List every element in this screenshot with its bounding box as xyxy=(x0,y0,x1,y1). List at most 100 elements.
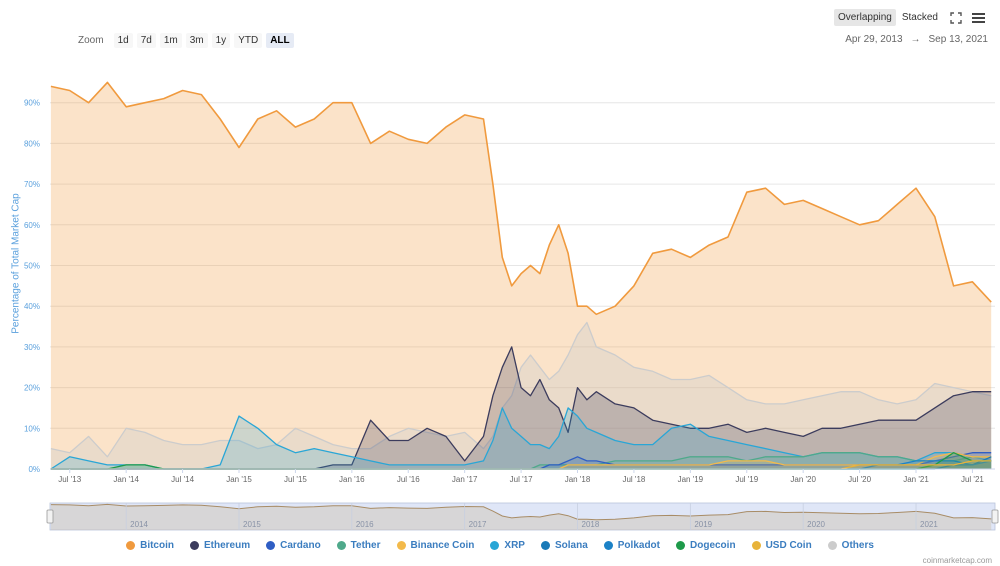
fullscreen-icon[interactable] xyxy=(948,10,964,26)
series-area-others xyxy=(50,322,992,469)
legend-marker xyxy=(396,541,406,550)
range-to[interactable]: Sep 13, 2021 xyxy=(928,34,989,45)
navigator-tick-label: 2017 xyxy=(469,520,487,529)
zoom-3m-button[interactable]: 3m xyxy=(185,33,208,48)
range-from[interactable]: Apr 29, 2013 xyxy=(845,34,903,45)
x-tick-label: Jan '14 xyxy=(113,475,139,484)
x-tick-label: Jul '16 xyxy=(397,475,420,484)
stacked-button[interactable]: Stacked xyxy=(901,12,938,23)
x-tick-label: Jul '19 xyxy=(735,475,758,484)
x-tick-label: Jul '13 xyxy=(58,475,81,484)
y-tick-label: 50% xyxy=(24,262,40,271)
navigator-left-handle[interactable] xyxy=(46,509,54,524)
legend-label: USD Coin xyxy=(765,540,812,551)
y-tick-label: 70% xyxy=(24,180,40,189)
y-tick-label: 0% xyxy=(28,465,40,474)
y-tick-label: 80% xyxy=(24,139,40,148)
legend-label: Solana xyxy=(554,540,588,551)
legend-label: Dogecoin xyxy=(690,540,736,551)
y-tick-label: 10% xyxy=(24,424,40,433)
legend-marker xyxy=(603,541,613,550)
legend-item-dogecoin[interactable]: Dogecoin xyxy=(676,540,736,551)
y-tick-label: 30% xyxy=(24,343,40,352)
legend-item-cardano[interactable]: Cardano xyxy=(266,540,321,551)
series-area-ethereum xyxy=(50,346,992,469)
legend-marker xyxy=(126,541,136,550)
zoom-bar: Zoom 1d 7d 1m 3m 1y YTD ALL xyxy=(78,33,294,48)
legend-item-solana[interactable]: Solana xyxy=(540,540,588,551)
y-tick-label: 60% xyxy=(24,221,40,230)
legend-marker xyxy=(676,541,685,550)
navigator-tick-label: 2014 xyxy=(130,520,148,529)
x-tick-label: Jan '18 xyxy=(565,475,591,484)
series-area-xrp xyxy=(50,407,992,469)
legend-label: Binance Coin xyxy=(410,540,475,551)
x-tick-label: Jul '21 xyxy=(961,475,984,484)
legend-item-bitcoin[interactable]: Bitcoin xyxy=(126,540,174,551)
range-arrow: → xyxy=(910,34,921,45)
navigator-tick-label: 2021 xyxy=(920,520,938,529)
legend-label: XRP xyxy=(504,540,525,551)
x-tick-label: Jul '15 xyxy=(284,475,307,484)
series-line-others xyxy=(50,321,992,458)
legend-label: Ethereum xyxy=(203,540,251,551)
x-tick-label: Jul '17 xyxy=(510,475,533,484)
navigator-tick-label: 2016 xyxy=(356,520,374,529)
legend-label: Cardano xyxy=(280,540,321,551)
credits[interactable]: coinmarketcap.com xyxy=(922,556,992,565)
series-area-usdc xyxy=(50,460,992,469)
navigator-tick-label: 2020 xyxy=(807,520,825,529)
zoom-ytd-button[interactable]: YTD xyxy=(234,33,263,48)
legend-item-binance[interactable]: Binance Coin xyxy=(396,540,475,551)
x-tick-label: Jan '16 xyxy=(339,475,365,484)
legend-label: Others xyxy=(841,540,874,551)
legend-item-others[interactable]: Others xyxy=(827,540,874,551)
zoom-1m-button[interactable]: 1m xyxy=(159,33,182,48)
x-tick-label: Jan '21 xyxy=(903,475,929,484)
mode-bar: Overlapping Stacked xyxy=(833,9,986,26)
dominance-chart: 0% 10% 20% 30% 40% 50% 60% 70% 80% 90% Jul '13 Jan … xyxy=(24,81,999,531)
navigator-tick-label: 2015 xyxy=(243,520,261,529)
legend-label: Bitcoin xyxy=(140,540,174,551)
overlapping-button[interactable]: Overlapping xyxy=(833,9,896,26)
x-tick-label: Jan '15 xyxy=(226,475,252,484)
series-area-polkadot xyxy=(50,460,992,469)
menu-icon[interactable] xyxy=(970,10,986,26)
legend-label: Polkadot xyxy=(617,540,660,551)
y-tick-label: 40% xyxy=(24,302,40,311)
y-tick-label: 20% xyxy=(24,384,40,393)
series-area-binance xyxy=(50,452,992,469)
zoom-7d-button[interactable]: 7d xyxy=(136,33,156,48)
series-line-bitcoin xyxy=(50,81,992,316)
legend-marker xyxy=(266,541,276,550)
series-area-dogecoin xyxy=(50,452,992,469)
zoom-all-button[interactable]: ALL xyxy=(266,33,294,48)
legend-marker xyxy=(827,541,837,550)
navigator-right-handle[interactable] xyxy=(991,509,999,524)
legend: Bitcoin Ethereum Cardano Tether Binance Coin… xyxy=(0,540,1000,551)
x-tick-label: Jan '19 xyxy=(678,475,704,484)
legend-marker xyxy=(189,541,199,550)
x-tick-label: Jan '20 xyxy=(790,475,816,484)
y-tick-label: 90% xyxy=(24,99,40,108)
zoom-1d-button[interactable]: 1d xyxy=(113,33,133,48)
legend-item-tether[interactable]: Tether xyxy=(336,540,381,551)
legend-item-polkadot[interactable]: Polkadot xyxy=(603,540,660,551)
x-tick-label: Jul '18 xyxy=(622,475,645,484)
legend-marker xyxy=(751,541,761,550)
legend-marker xyxy=(490,541,500,550)
legend-item-ethereum[interactable]: Ethereum xyxy=(189,540,251,551)
zoom-label: Zoom xyxy=(78,35,104,46)
navigator-tick-label: 2019 xyxy=(694,520,712,529)
x-tick-label: Jan '17 xyxy=(452,475,478,484)
legend-item-xrp[interactable]: XRP xyxy=(490,540,525,551)
legend-marker xyxy=(540,541,550,550)
navigator-line xyxy=(50,503,992,521)
series-area-bitcoin xyxy=(50,82,992,470)
legend-item-usdc[interactable]: USD Coin xyxy=(751,540,812,551)
date-range: Apr 29, 2013 → Sep 13, 2021 xyxy=(845,34,988,45)
x-tick-label: Jul '14 xyxy=(171,475,194,484)
zoom-1y-button[interactable]: 1y xyxy=(211,33,231,48)
legend-label: Tether xyxy=(350,540,381,551)
navigator-tick-label: 2018 xyxy=(582,520,600,529)
